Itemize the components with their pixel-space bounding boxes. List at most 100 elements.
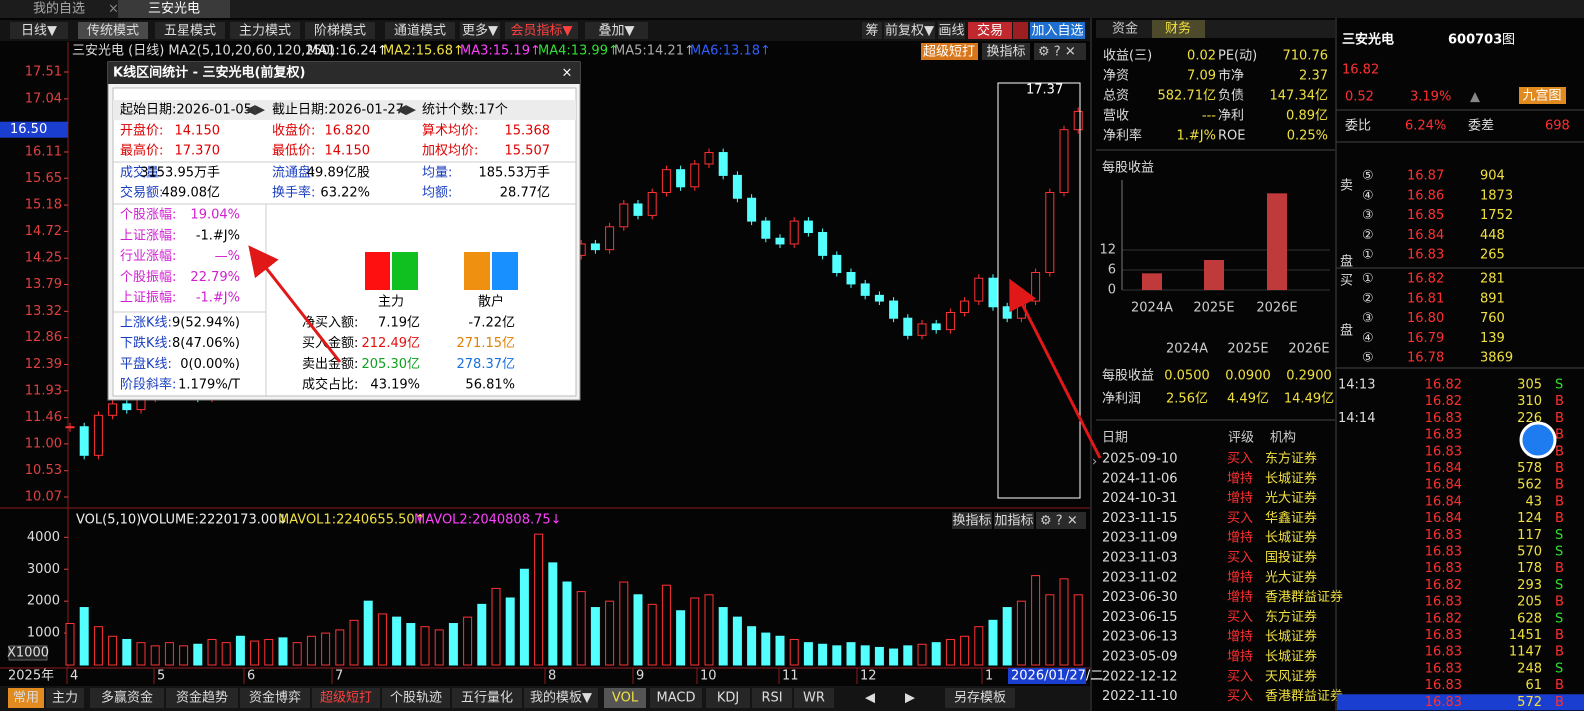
price: 16.82 — [1342, 63, 1379, 78]
toolbar-button[interactable]: 阶梯模式 — [314, 24, 366, 39]
indicator-value: VOLUME:2220173.00↓ — [140, 513, 288, 528]
bottom-tab[interactable]: 另存模板 — [954, 691, 1006, 706]
bottom-tab[interactable]: 五行量化 — [461, 691, 513, 706]
toolbar-button[interactable]: 主力模式 — [239, 24, 291, 39]
level: ① — [1362, 248, 1374, 263]
toolbar-button[interactable]: 更多▼ — [462, 23, 498, 39]
stat-value: -1.#J% — [196, 228, 240, 243]
bottom-tab[interactable]: 多赢资金 — [101, 690, 153, 706]
tick-side: B — [1555, 478, 1564, 493]
bottom-tab[interactable]: 主力 — [52, 691, 78, 706]
button[interactable]: 超级短打 — [923, 45, 975, 60]
tick-price: 16.83 — [1425, 595, 1462, 610]
fin-value: 0.25% — [1287, 129, 1328, 144]
book-volume: 281 — [1480, 272, 1505, 287]
bar — [1142, 273, 1162, 290]
bottom-tab[interactable]: ▶ — [905, 691, 915, 706]
x-tick-label: 2026E — [1256, 301, 1297, 316]
bottom-tab[interactable]: RSI — [761, 691, 782, 706]
value: 698 — [1545, 119, 1570, 134]
button[interactable]: 加指标 — [994, 514, 1033, 529]
volume-bar — [931, 642, 941, 666]
book-volume: 1873 — [1480, 188, 1513, 203]
level: ① — [1362, 272, 1374, 287]
arrows[interactable]: ◀▶ — [245, 103, 265, 118]
stat-label: 平盘K线: — [120, 356, 172, 372]
bottom-tab[interactable]: ◀ — [865, 691, 875, 706]
tick-volume: 628 — [1517, 611, 1542, 626]
annotation-arrow — [1009, 278, 1102, 459]
bottom-tab[interactable]: 超级短打 — [320, 691, 372, 706]
tick-volume: 562 — [1517, 478, 1542, 493]
volume-bar — [534, 533, 544, 666]
float-icon[interactable] — [1519, 421, 1557, 459]
tab[interactable]: 三安光电 — [148, 2, 200, 17]
ma-value: MA6:13.18↑ — [690, 44, 771, 59]
candle — [917, 323, 927, 336]
bottom-tab[interactable]: MACD — [657, 691, 696, 706]
tab[interactable]: 我的自选 — [33, 1, 85, 17]
volume-bar — [278, 637, 288, 666]
expand-arrow[interactable]: › — [1092, 455, 1097, 470]
toolbar-button[interactable]: 通道模式 — [394, 24, 446, 39]
button[interactable]: 换指标 — [986, 45, 1025, 60]
fin-label: 营收 — [1103, 109, 1129, 124]
bottom-tab[interactable]: VOL — [612, 691, 639, 706]
volume-bar — [661, 584, 671, 666]
toolbar-button[interactable]: 画线 — [938, 24, 964, 39]
tick-volume: 43 — [1525, 494, 1542, 509]
toolbar-button[interactable]: 五星模式 — [164, 24, 216, 39]
y-tick-label: 15.18 — [25, 198, 62, 213]
candle — [619, 203, 629, 228]
icon[interactable]: 图 — [1502, 33, 1515, 48]
tick-side: B — [1555, 494, 1564, 509]
stat-value: 271.15亿 — [457, 336, 516, 351]
broker: 长城证券 — [1265, 649, 1317, 665]
toolbar-button[interactable]: 前复权▼ — [885, 23, 934, 39]
bottom-tab[interactable]: 个股轨迹 — [390, 691, 442, 706]
bottom-tab[interactable]: WR — [803, 691, 825, 706]
close-button[interactable]: × — [562, 66, 573, 81]
tick-side: B — [1555, 428, 1564, 443]
broker: 光大证券 — [1265, 569, 1317, 585]
toolbar-button[interactable]: 加入自选 — [1031, 24, 1083, 39]
bottom-tab[interactable]: 常用 — [13, 691, 39, 706]
level: ⑤ — [1362, 169, 1374, 184]
bottom-tab[interactable]: 资金博弈 — [249, 690, 301, 706]
broker: 东方证券 — [1265, 609, 1317, 625]
bottom-tab[interactable]: KDJ — [717, 691, 739, 706]
button[interactable]: 换指标 — [952, 514, 991, 529]
stat-label: 上涨K线: — [120, 316, 172, 331]
tick-side: S — [1555, 578, 1563, 593]
rating: 增持 — [1227, 650, 1253, 665]
stat-value: 16.820 — [325, 124, 371, 139]
volume-bar — [832, 645, 842, 666]
selection-box — [997, 82, 1081, 499]
bottom-tab[interactable]: 资金趋势 — [176, 690, 228, 706]
toolbar-button[interactable]: 传统模式 — [87, 24, 139, 39]
toolbar-button[interactable]: 叠加▼ — [599, 24, 635, 39]
date: 2022-11-10 — [1102, 689, 1178, 704]
toolbar-button[interactable]: 交易 — [977, 23, 1003, 39]
button[interactable]: 九宫图 — [1522, 89, 1561, 104]
book-volume: 448 — [1480, 228, 1505, 243]
level: ④ — [1362, 188, 1374, 203]
tab[interactable]: 资金 — [1112, 21, 1138, 37]
toolbar-button[interactable]: 日线▼ — [21, 24, 57, 39]
volume-bar — [477, 603, 487, 666]
tab[interactable]: 财务 — [1165, 21, 1191, 37]
arrows[interactable]: ◀▶ — [396, 103, 416, 118]
dialog-header: 起始日期:2026-01-05 — [120, 103, 252, 118]
toolbar-button[interactable]: 筹 — [865, 23, 878, 39]
y-tick-label: 10.07 — [25, 490, 62, 505]
label: 委比 — [1345, 119, 1371, 134]
toolbar-button-bg — [1030, 22, 1085, 39]
book-volume: 760 — [1480, 311, 1505, 326]
toolbar-button[interactable]: 会员指标▼ — [511, 24, 573, 39]
tick-price: 16.84 — [1425, 494, 1462, 509]
y-tick-label: 0 — [1108, 283, 1116, 298]
candle — [1059, 129, 1069, 194]
level: ⑤ — [1362, 351, 1374, 366]
tick-volume: 124 — [1517, 511, 1542, 526]
bottom-tab[interactable]: 我的模板▼ — [530, 690, 592, 706]
